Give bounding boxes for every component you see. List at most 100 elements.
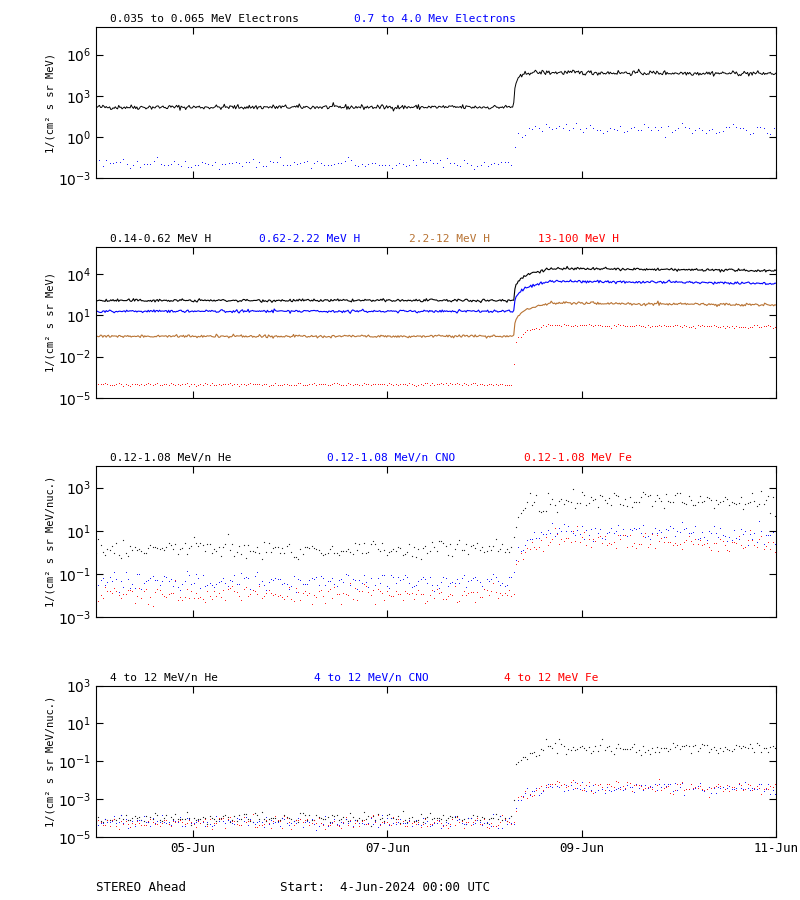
Point — [239, 807, 252, 822]
Point — [249, 816, 262, 831]
Point — [290, 580, 302, 595]
Point — [181, 816, 194, 831]
Point — [571, 519, 584, 534]
Point — [666, 319, 679, 333]
Point — [601, 777, 614, 791]
Point — [294, 592, 306, 607]
Point — [253, 577, 266, 591]
Point — [258, 535, 270, 549]
Point — [260, 544, 273, 559]
Point — [378, 814, 390, 828]
Point — [398, 567, 411, 581]
Point — [141, 158, 154, 172]
Point — [165, 586, 178, 600]
Point — [646, 781, 658, 796]
Point — [174, 813, 186, 827]
Point — [746, 320, 758, 335]
Point — [686, 498, 699, 512]
Point — [355, 157, 368, 171]
Point — [689, 320, 702, 335]
Point — [659, 487, 672, 501]
Point — [743, 127, 756, 141]
Point — [718, 740, 731, 754]
Point — [374, 576, 386, 590]
Point — [582, 317, 595, 331]
Point — [601, 740, 614, 754]
Point — [594, 488, 606, 502]
Point — [382, 807, 395, 822]
Point — [94, 538, 107, 553]
Point — [201, 537, 214, 552]
Point — [680, 533, 693, 547]
Point — [344, 377, 357, 392]
Point — [269, 540, 282, 554]
Point — [190, 566, 202, 580]
Point — [555, 532, 568, 546]
Point — [271, 813, 284, 827]
Point — [426, 535, 438, 549]
Point — [632, 521, 645, 535]
Point — [366, 156, 378, 170]
Point — [101, 583, 114, 598]
Point — [124, 161, 137, 176]
Point — [155, 815, 168, 830]
Point — [214, 812, 227, 826]
Point — [342, 150, 354, 165]
Point — [648, 319, 661, 333]
Point — [278, 809, 291, 824]
Point — [448, 542, 461, 556]
Point — [97, 376, 110, 391]
Point — [537, 784, 550, 798]
Point — [142, 814, 154, 828]
Point — [514, 506, 527, 520]
Point — [726, 744, 738, 759]
Point — [601, 537, 614, 552]
Point — [685, 778, 698, 792]
Point — [239, 378, 252, 392]
Point — [602, 783, 615, 797]
Point — [353, 810, 366, 824]
Point — [448, 579, 461, 593]
Point — [658, 535, 670, 549]
Point — [419, 811, 432, 825]
Point — [101, 575, 114, 590]
Point — [242, 814, 254, 828]
Point — [292, 813, 305, 827]
Point — [669, 783, 682, 797]
Point — [685, 526, 698, 541]
Point — [403, 158, 416, 172]
Point — [462, 586, 474, 600]
Point — [274, 819, 286, 833]
Point — [605, 744, 618, 759]
Point — [206, 592, 218, 607]
Point — [198, 156, 211, 170]
Point — [362, 377, 375, 392]
Point — [174, 542, 186, 556]
Point — [764, 779, 777, 794]
Point — [106, 813, 118, 827]
Text: 0.14-0.62 MeV H: 0.14-0.62 MeV H — [110, 233, 211, 244]
Point — [726, 536, 738, 550]
Point — [176, 376, 189, 391]
Point — [371, 808, 384, 823]
Point — [130, 811, 143, 825]
Point — [494, 578, 506, 592]
Point — [590, 123, 603, 138]
Point — [444, 819, 457, 833]
Point — [678, 739, 690, 753]
Point — [642, 742, 654, 757]
Point — [212, 162, 225, 176]
Point — [755, 320, 768, 335]
Point — [212, 586, 225, 600]
Point — [464, 572, 477, 587]
Point — [188, 158, 201, 172]
Point — [430, 582, 443, 597]
Point — [393, 156, 406, 170]
Point — [194, 590, 207, 604]
Point — [601, 319, 614, 333]
Point — [122, 813, 134, 827]
Point — [612, 527, 625, 542]
Point — [124, 379, 137, 393]
Point — [258, 578, 270, 592]
Point — [564, 524, 577, 538]
